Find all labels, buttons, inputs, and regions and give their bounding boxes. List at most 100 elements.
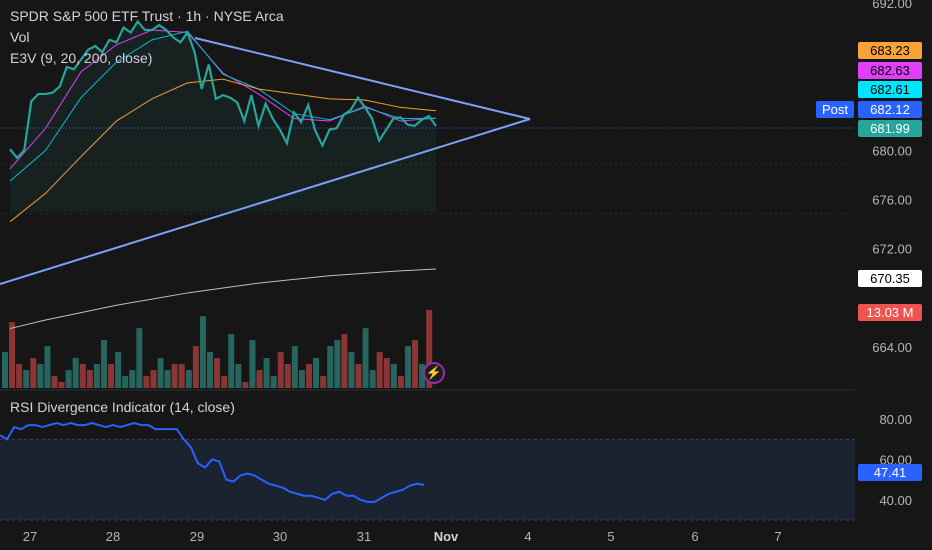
volume-bar xyxy=(122,376,129,388)
rsi-band xyxy=(0,439,855,520)
volume-bar xyxy=(199,316,206,388)
volume-bar xyxy=(341,334,348,388)
price-axis-tick: 672.00 xyxy=(872,242,912,257)
close-price-line xyxy=(9,19,437,160)
volume-bar xyxy=(362,328,369,388)
price-tag-ema20: 682.61 xyxy=(858,81,922,98)
volume-tag: 13.03 M xyxy=(858,304,922,321)
time-axis-tick: 5 xyxy=(607,529,614,544)
lower-trendline xyxy=(0,118,531,285)
volume-bar xyxy=(72,358,79,388)
volume-bar xyxy=(235,364,242,388)
volume-bar xyxy=(136,328,143,388)
price-area xyxy=(10,21,436,212)
volume-bar xyxy=(249,340,256,388)
volume-bar xyxy=(369,370,376,388)
symbol-title: SPDR S&P 500 ETF Trust · 1h · NYSE Arca xyxy=(10,8,284,24)
volume-bar xyxy=(404,346,411,388)
volume-bar xyxy=(51,376,58,388)
time-axis-tick: 4 xyxy=(524,529,531,544)
volume-bar xyxy=(390,364,397,388)
rsi-axis-tick: 60.00 xyxy=(879,452,912,467)
volume-bar xyxy=(327,346,334,388)
volume-bar xyxy=(93,364,100,388)
time-axis-tick: 6 xyxy=(691,529,698,544)
price-axis-tick: 664.00 xyxy=(872,340,912,355)
volume-bar xyxy=(157,358,164,388)
volume-bar xyxy=(2,352,8,388)
time-axis-tick: 27 xyxy=(23,529,37,544)
volume-bar xyxy=(185,370,192,388)
time-axis-tick: 30 xyxy=(273,529,287,544)
volume-bar xyxy=(334,340,341,388)
post-market-badge[interactable]: Post xyxy=(816,101,855,118)
volume-bar xyxy=(412,340,419,388)
volume-bar xyxy=(221,376,228,388)
volume-bar xyxy=(115,352,122,388)
volume-bar xyxy=(100,340,107,388)
volume-bar xyxy=(256,370,263,388)
price-axis-tick: 692.00 xyxy=(872,0,912,11)
time-axis-tick: Nov xyxy=(434,529,459,544)
volume-bar xyxy=(277,352,284,388)
volume-bar xyxy=(37,364,44,388)
volume-bar xyxy=(426,310,433,388)
price-tag-ema50: 683.23 xyxy=(858,42,922,59)
volume-bar xyxy=(397,376,404,388)
ema50-line xyxy=(9,78,437,223)
volume-bar xyxy=(164,370,171,388)
volume-bar xyxy=(383,358,390,388)
volume-bar xyxy=(192,346,199,388)
volume-bar xyxy=(207,352,214,388)
ema200-line xyxy=(9,268,437,330)
volume-bar xyxy=(263,358,270,388)
volume-bar xyxy=(306,364,313,388)
volume-bar xyxy=(23,370,30,388)
rsi-axis-tick: 80.00 xyxy=(879,412,912,427)
lightning-icon[interactable]: ⚡ xyxy=(423,362,445,384)
volume-bar xyxy=(44,346,51,388)
volume-bar xyxy=(313,358,320,388)
volume-bar xyxy=(86,370,93,388)
rsi-value-tag: 47.41 xyxy=(858,464,922,481)
volume-bar xyxy=(65,370,72,388)
price-axis-tick: 676.00 xyxy=(872,193,912,208)
rsi-indicator-label: RSI Divergence Indicator (14, close) xyxy=(10,399,235,415)
volume-bar xyxy=(214,358,221,388)
volume-bar xyxy=(298,370,305,388)
price-axis-tick: 680.00 xyxy=(872,143,912,158)
volume-bar xyxy=(242,382,249,388)
volume-bar xyxy=(419,364,426,388)
volume-bar xyxy=(150,370,157,388)
time-axis-tick: 7 xyxy=(774,529,781,544)
time-axis-tick: 28 xyxy=(106,529,120,544)
volume-bar xyxy=(178,364,185,388)
rsi-line xyxy=(0,422,425,503)
volume-bar xyxy=(16,364,23,388)
volume-bar xyxy=(143,376,150,388)
volume-label: Vol xyxy=(10,29,30,45)
volume-bar xyxy=(79,364,86,388)
volume-bar xyxy=(291,346,298,388)
volume-bar xyxy=(108,364,115,388)
time-axis-tick: 29 xyxy=(190,529,204,544)
price-tag-close: 681.99 xyxy=(858,120,922,137)
upper-trendline xyxy=(194,37,531,120)
volume-bar xyxy=(320,376,327,388)
rsi-axis-tick: 40.00 xyxy=(879,493,912,508)
volume-bar xyxy=(30,358,37,388)
price-tag-ema200: 670.35 xyxy=(858,270,922,287)
e3v-indicator-label: E3V (9, 20, 200, close) xyxy=(10,50,153,66)
volume-bar xyxy=(270,376,277,388)
volume-bar xyxy=(284,364,291,388)
volume-bar xyxy=(171,364,178,388)
volume-bar xyxy=(348,352,355,388)
time-axis-tick: 31 xyxy=(357,529,371,544)
volume-bar xyxy=(228,334,235,388)
volume-bar xyxy=(58,382,65,388)
price-tag-post: 682.12 xyxy=(858,101,922,118)
volume-bar xyxy=(376,352,383,388)
volume-bar xyxy=(129,370,136,388)
volume-bar xyxy=(9,322,16,388)
